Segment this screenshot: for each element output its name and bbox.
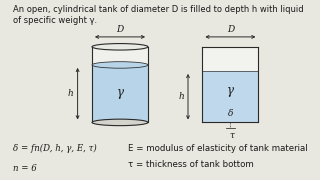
Ellipse shape (92, 62, 148, 68)
Text: δ: δ (228, 109, 233, 118)
Text: δ = fn(D, h, γ, E, τ): δ = fn(D, h, γ, E, τ) (13, 144, 97, 153)
Text: γ: γ (227, 84, 234, 97)
Text: D: D (227, 25, 234, 34)
Text: E = modulus of elasticity of tank material: E = modulus of elasticity of tank materi… (128, 144, 308, 153)
Bar (92, 47, 148, 65)
Text: D: D (116, 25, 124, 34)
Bar (202, 71, 259, 122)
Text: γ: γ (116, 86, 124, 99)
Ellipse shape (92, 119, 148, 126)
Text: τ: τ (229, 130, 235, 140)
Bar (202, 47, 259, 71)
Ellipse shape (92, 44, 148, 50)
Text: h: h (68, 89, 74, 98)
Text: h: h (179, 92, 184, 101)
Text: n = 6: n = 6 (13, 164, 36, 173)
Bar (92, 65, 148, 122)
Text: τ = thickness of tank bottom: τ = thickness of tank bottom (128, 160, 254, 169)
Text: An open, cylindrical tank of diameter D is filled to depth h with liquid
of spec: An open, cylindrical tank of diameter D … (13, 5, 303, 25)
